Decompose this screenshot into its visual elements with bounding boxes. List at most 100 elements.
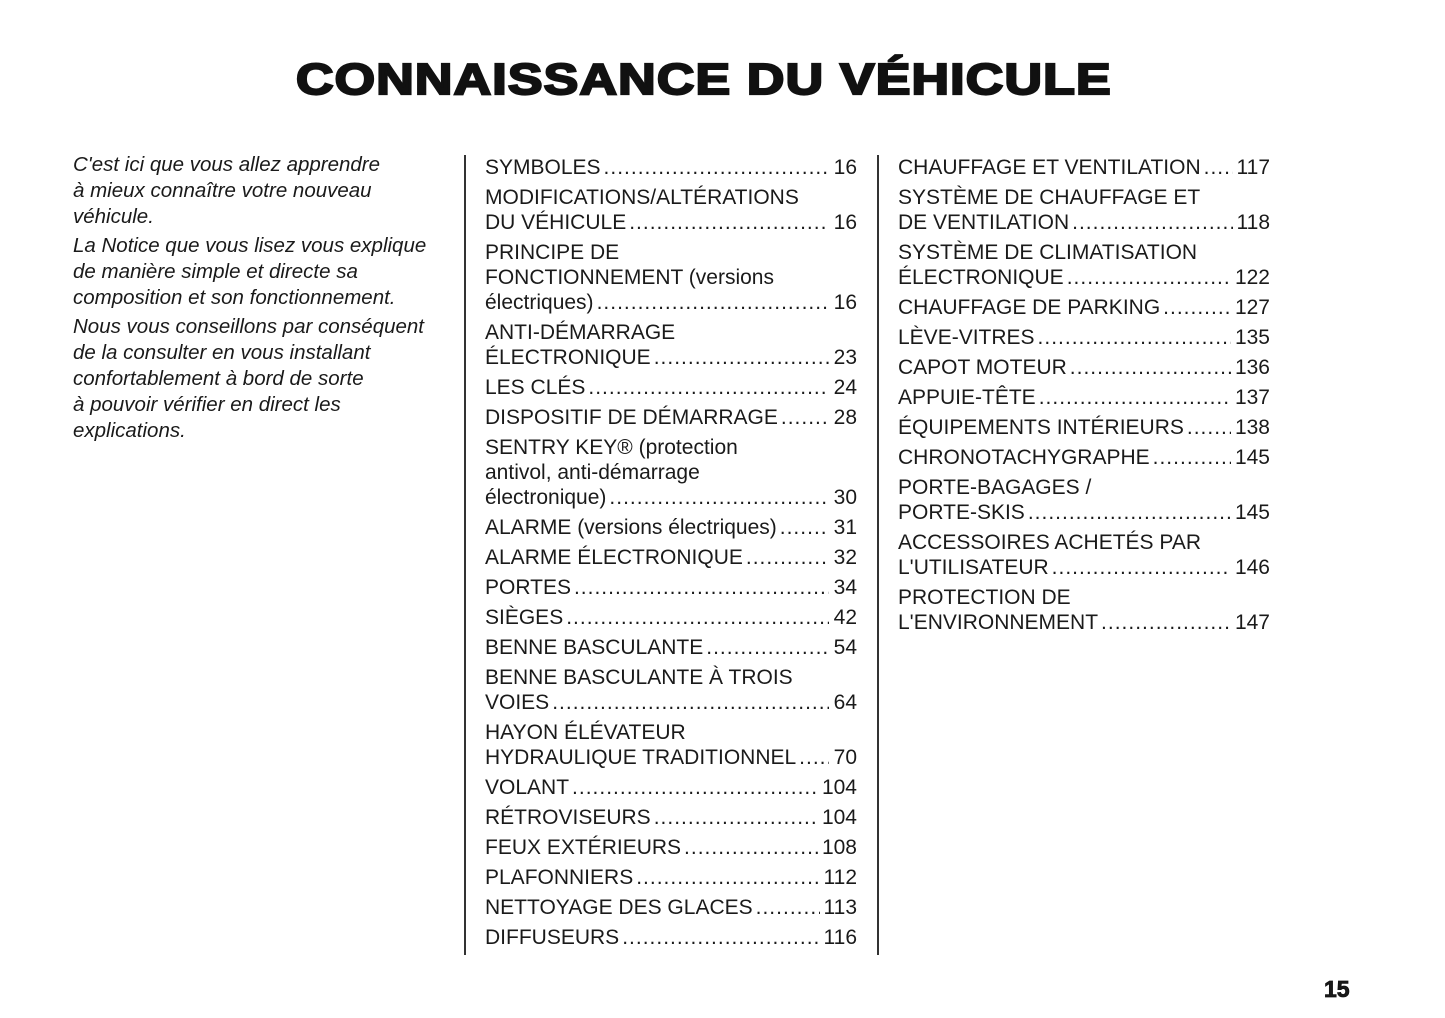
intro-paragraph: La Notice que vous lisez vous explique de… (73, 233, 453, 311)
toc-entry[interactable]: CHRONOTACHYGRAPHE 145 (898, 445, 1270, 470)
toc-entry-title: CAPOT MOTEUR (898, 356, 1067, 379)
toc-page-number: 145 (1234, 501, 1270, 524)
toc-entry[interactable]: CHAUFFAGE ET VENTILATION 117 (898, 155, 1270, 180)
toc-entry[interactable]: BENNE BASCULANTE 54 (485, 635, 857, 660)
toc-entry[interactable]: SYMBOLES 16 (485, 155, 857, 180)
toc-page-number: 137 (1234, 386, 1270, 409)
toc-entry[interactable]: SENTRY KEY® (protection antivol, anti-dém… (485, 435, 857, 510)
toc-entry-title: SYSTÈME DE CLIMATISATION (898, 241, 1198, 264)
intro-paragraph: Nous vous conseillons par conséquent de l… (73, 314, 453, 444)
toc-entry-title: HAYON ÉLÉVATEUR (485, 721, 686, 744)
toc-page-number: 145 (1234, 446, 1270, 469)
dot-leader (780, 515, 829, 540)
toc-page-number: 16 (833, 291, 857, 314)
toc-entry-title: NETTOYAGE DES GLACES (485, 896, 753, 919)
toc-entry[interactable]: DIFFUSEURS 116 (485, 925, 857, 950)
toc-page-number: 30 (833, 486, 857, 509)
toc-entry-title: ANTI-DÉMARRAGE (485, 321, 676, 344)
toc-entry[interactable]: CHAUFFAGE DE PARKING 127 (898, 295, 1270, 320)
toc-entry[interactable]: CAPOT MOTEUR 136 (898, 355, 1270, 380)
dot-leader (636, 865, 819, 890)
dot-leader (629, 210, 829, 235)
toc-entry-title: PROTECTION DE (898, 586, 1071, 609)
toc-page-number: 112 (823, 866, 857, 889)
toc-page-number: 146 (1234, 556, 1270, 579)
dot-leader (604, 155, 829, 180)
toc-entry-title: PORTE-SKIS (898, 501, 1025, 524)
toc-entry-title: LES CLÉS (485, 376, 586, 399)
toc-page-number: 23 (833, 346, 857, 369)
dot-leader (597, 290, 829, 315)
intro-text: C'est ici que vous allez apprendre à mieu… (73, 152, 453, 447)
toc-entry-title: SYMBOLES (485, 156, 601, 179)
toc-entry[interactable]: FEUX EXTÉRIEURS 108 (485, 835, 857, 860)
toc-page-number: 64 (833, 691, 857, 714)
dot-leader (756, 895, 820, 920)
toc-entry[interactable]: ÉQUIPEMENTS INTÉRIEURS 138 (898, 415, 1270, 440)
toc-entry[interactable]: VOLANT 104 (485, 775, 857, 800)
intro-paragraph: C'est ici que vous allez apprendre à mieu… (73, 152, 453, 230)
page-number: 15 (1324, 976, 1350, 1003)
toc-entry-title: SENTRY KEY® (protection (485, 436, 738, 459)
toc-entry[interactable]: PORTE-BAGAGES /PORTE-SKIS 145 (898, 475, 1270, 525)
toc-entry-title: ÉLECTRONIQUE (485, 346, 651, 369)
intro-line: Nous vous conseillons par conséquent (73, 315, 424, 338)
toc-entry[interactable]: DISPOSITIF DE DÉMARRAGE 28 (485, 405, 857, 430)
dot-leader (1067, 265, 1231, 290)
dot-leader (1204, 155, 1233, 180)
toc-entry-title: électriques) (485, 291, 594, 314)
dot-leader (588, 375, 829, 400)
dot-leader (1038, 325, 1231, 350)
toc-entry[interactable]: APPUIE-TÊTE 137 (898, 385, 1270, 410)
toc-entry[interactable]: NETTOYAGE DES GLACES 113 (485, 895, 857, 920)
toc-entry[interactable]: LES CLÉS 24 (485, 375, 857, 400)
toc-entry[interactable]: PROTECTION DEL'ENVIRONNEMENT 147 (898, 585, 1270, 635)
dot-leader (574, 575, 829, 600)
dot-leader (552, 690, 829, 715)
toc-entry[interactable]: ALARME (versions électriques) 31 (485, 515, 857, 540)
toc-entry[interactable]: ALARME ÉLECTRONIQUE 32 (485, 545, 857, 570)
toc-entry-title: APPUIE-TÊTE (898, 386, 1036, 409)
dot-leader (622, 925, 819, 950)
toc-entry[interactable]: PORTES 34 (485, 575, 857, 600)
dot-leader (781, 405, 829, 430)
toc-page-number: 31 (833, 516, 857, 539)
intro-line: explications. (73, 419, 186, 442)
page-title: CONNAISSANCE DU VÉHICULE (295, 54, 1112, 105)
toc-page-number: 135 (1234, 326, 1270, 349)
toc-entry[interactable]: LÈVE-VITRES 135 (898, 325, 1270, 350)
toc-entry[interactable]: PRINCIPE DE FONCTIONNEMENT (versions élect… (485, 240, 857, 315)
toc-entry-title: L'ENVIRONNEMENT (898, 611, 1099, 634)
toc-column-2: CHAUFFAGE ET VENTILATION 117 SYSTÈME DE CH… (898, 155, 1270, 640)
toc-entry-title: CHAUFFAGE DE PARKING (898, 296, 1161, 319)
dot-leader (684, 835, 818, 860)
intro-line: composition et son fonctionnement. (73, 286, 396, 309)
dot-leader (1052, 555, 1231, 580)
toc-entry-title: DE VENTILATION (898, 211, 1070, 234)
toc-page-number: 118 (1236, 211, 1270, 234)
toc-entry-title: MODIFICATIONS/ALTÉRATIONS (485, 186, 799, 209)
toc-page-number: 147 (1234, 611, 1270, 634)
dot-leader (706, 635, 829, 660)
toc-entry[interactable]: SIÈGES 42 (485, 605, 857, 630)
toc-page-number: 16 (833, 211, 857, 234)
toc-entry-title: RÉTROVISEURS (485, 806, 651, 829)
intro-line: de la consulter en vous installant (73, 341, 371, 364)
dot-leader (1187, 415, 1231, 440)
dot-leader (1072, 210, 1232, 235)
intro-line: à mieux connaître votre nouveau (73, 179, 372, 202)
toc-page-number: 42 (833, 606, 857, 629)
toc-page-number: 28 (833, 406, 857, 429)
intro-line: C'est ici que vous allez apprendre (73, 153, 381, 176)
column-divider (877, 155, 879, 955)
toc-entry[interactable]: RÉTROVISEURS 104 (485, 805, 857, 830)
toc-entry[interactable]: PLAFONNIERS 112 (485, 865, 857, 890)
